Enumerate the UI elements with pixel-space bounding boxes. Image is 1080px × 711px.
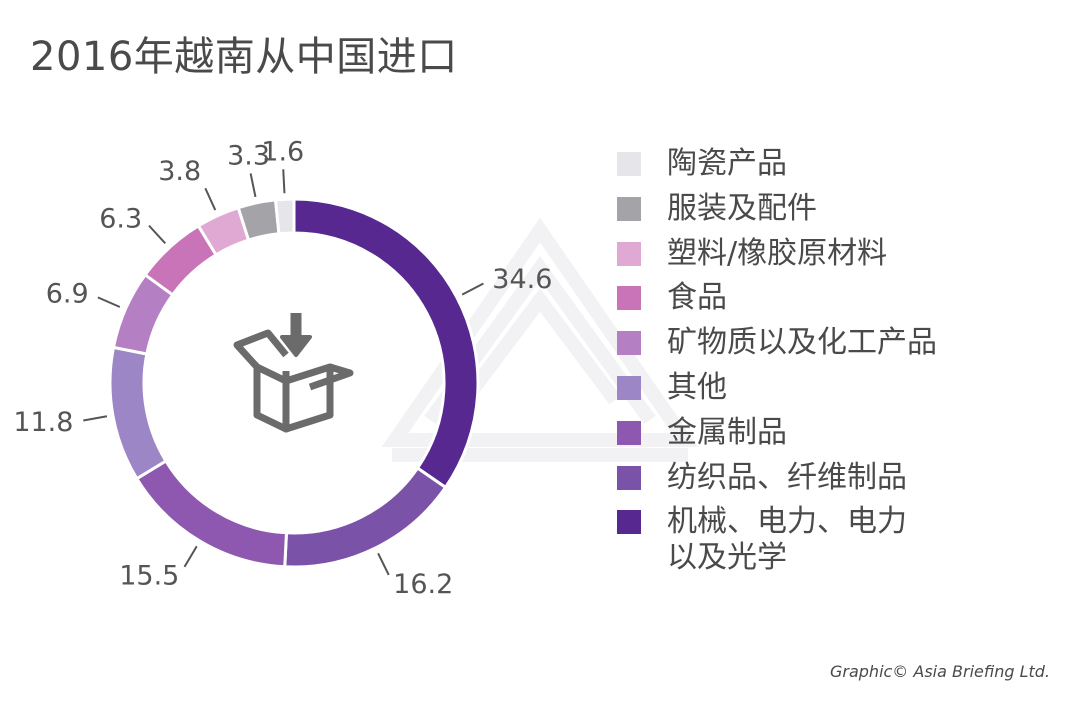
legend-label: 其他 [667,369,727,405]
legend-label: 矿物质以及化工产品 [667,325,937,361]
leader-line-6 [204,187,217,211]
legend-item: 服装及配件 [617,191,937,236]
leader-line-3 [83,415,108,422]
legend-label: 金属制品 [667,414,787,450]
legend-item: 塑料/橡胶原材料 [617,236,937,281]
legend-swatch [617,375,641,400]
legend-swatch [617,510,641,535]
legend-swatch [617,196,641,221]
donut-slice-3 [108,345,168,481]
value-label-4: 6.9 [46,278,89,309]
leader-lines [83,169,484,576]
value-label-5: 6.3 [99,203,142,234]
leader-line-7 [249,173,257,198]
donut-slice-8 [273,197,296,236]
leader-line-4 [97,296,121,308]
legend-swatch [617,420,641,445]
legend-swatch [617,286,641,311]
box-download-icon [233,313,354,433]
legend-item: 矿物质以及化工产品 [617,325,937,370]
legend-item: 金属制品 [617,415,937,460]
legend-swatch [617,152,641,176]
legend-item: 陶瓷产品 [617,146,937,191]
value-label-8: 1.6 [261,136,304,167]
legend-item: 其他 [617,370,937,415]
legend-label: 塑料/橡胶原材料 [667,235,888,271]
value-labels: 34.6 16.2 15.5 11.8 6.9 6.3 3.8 3.31.6 [13,136,552,600]
leader-line-2 [183,545,198,568]
legend: 陶瓷产品服装及配件塑料/橡胶原材料 食品矿物质以及化工产品 其他金属制品纺织品、纤维… [617,146,937,594]
leader-line-5 [148,224,166,244]
legend-swatch [617,241,641,266]
credit-text: Graphic© Asia Briefing Ltd. [829,662,1050,681]
value-label-7: 3.3 [227,141,270,172]
leader-line-1 [377,552,390,576]
legend-item: 纺织品、纤维制品 [617,460,937,505]
legend-item: 食品 [617,280,937,325]
legend-label: 纺织品、纤维制品 [667,459,907,495]
donut-slice-2 [134,458,289,569]
legend-label: 机械、电力、电力 以及光学 [667,504,907,576]
donut-slice-1 [283,466,448,569]
legend-swatch [617,465,641,490]
legend-label: 服装及配件 [667,190,817,226]
value-label-1: 16.2 [393,569,453,600]
donut-slices [108,197,480,569]
value-label-0: 34.6 [492,264,552,295]
legend-label: 陶瓷产品 [667,146,787,181]
value-label-6: 3.8 [158,156,201,187]
legend-label: 食品 [667,280,727,316]
chart-title: 2016年越南从中国进口 [30,34,458,80]
legend-swatch [617,331,641,356]
leader-line-8 [282,169,286,194]
value-label-3: 11.8 [13,407,73,438]
legend-item: 机械、电力、电力 以及光学 [617,504,937,594]
leader-line-0 [461,282,484,296]
value-label-2: 15.5 [119,560,179,591]
